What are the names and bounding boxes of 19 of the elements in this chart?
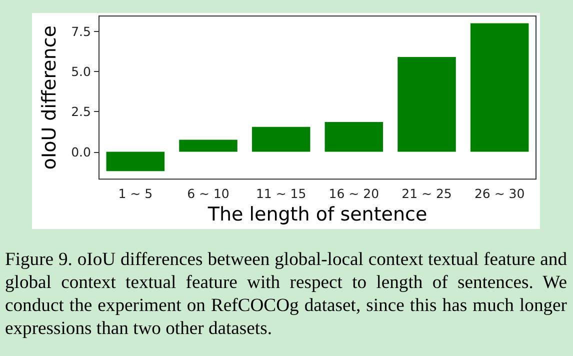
y-axis-title: oIoU difference xyxy=(38,25,60,170)
bar xyxy=(252,126,310,152)
bar xyxy=(470,23,529,152)
x-tick-label: 1 ~ 5 xyxy=(118,186,153,202)
bar xyxy=(106,152,165,172)
x-tick-label: 11 ~ 15 xyxy=(256,186,306,202)
x-tick-label: 26 ~ 30 xyxy=(474,186,525,202)
x-tick-label: 16 ~ 20 xyxy=(328,186,380,202)
y-tick-label: 0.0 xyxy=(71,144,92,160)
bar xyxy=(179,140,238,152)
y-tick-label: 7.5 xyxy=(71,24,91,39)
y-tick-label: 5.0 xyxy=(71,64,92,79)
x-axis-title: The length of sentence xyxy=(206,204,428,226)
bar xyxy=(398,56,456,152)
x-tick-label: 6 ~ 10 xyxy=(187,186,230,202)
x-tick-label: 21 ~ 25 xyxy=(402,186,452,202)
caption: Figure 9. oIoU differences between global-local context textual feature and global context textual feature with respect to length of sentences. We conduct the experiment on RefCOCOg dataset, since this has much longer expressions than two other datasets. xyxy=(5,248,567,340)
y-tick-label: 2.5 xyxy=(71,104,91,120)
bar xyxy=(324,122,384,152)
